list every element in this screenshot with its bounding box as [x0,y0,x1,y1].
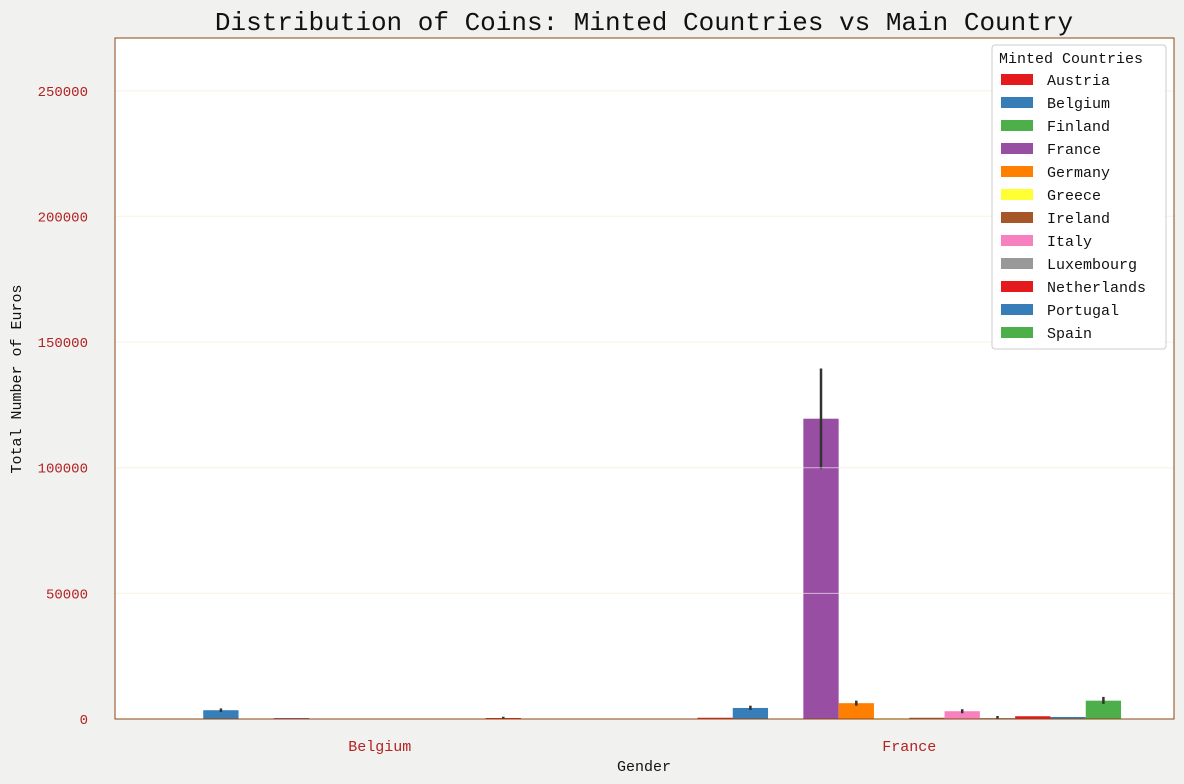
legend-label: Austria [1047,73,1110,90]
bar-belgium-france [732,707,769,719]
legend-swatch [1001,120,1033,131]
x-axis-ticks: Belgium France [348,739,936,756]
bar-belgium-belgium [203,710,239,719]
legend-swatch [1001,304,1033,315]
legend-title: Minted Countries [999,51,1143,68]
legend: Minted Countries Austria Belgium Finland Fr… [991,44,1167,350]
bar-ireland-france [909,717,945,719]
y-tick-label: 200000 [38,210,88,226]
legend-swatch [1001,281,1033,292]
legend-label: Netherlands [1047,280,1146,297]
legend-label: Germany [1047,165,1110,182]
bar-italy-france [944,711,980,719]
legend-label: Portugal [1047,303,1119,320]
legend-label: France [1047,142,1101,159]
bar-germany-france [838,703,874,719]
legend-swatch [1001,327,1033,338]
legend-label: Greece [1047,188,1101,205]
y-tick-label: 0 [80,713,88,729]
legend-swatch [1001,166,1033,177]
bar-netherlands-france [1015,716,1051,719]
legend-box [991,44,1167,350]
legend-swatch [1001,143,1033,154]
bar-spain-france [1085,700,1122,719]
bar-portugal-france [1050,716,1086,719]
legend-swatch [1001,189,1033,200]
y-tick-label: 250000 [38,85,88,101]
legend-label: Finland [1047,119,1110,136]
legend-label: Luxembourg [1047,257,1137,274]
legend-label: Ireland [1047,211,1110,228]
chart-title: Distribution of Coins: Minted Countries … [215,8,1073,38]
y-axis-ticks: 0 50000 100000 150000 200000 250000 [38,85,88,729]
bar-austria-france [697,717,733,719]
y-tick-label: 100000 [38,462,88,478]
x-tick-label: Belgium [348,739,411,756]
y-tick-label: 50000 [46,587,88,603]
legend-swatch [1001,235,1033,246]
y-tick-label: 150000 [38,336,88,352]
legend-swatch [1001,74,1033,85]
legend-swatch [1001,258,1033,269]
legend-swatch [1001,97,1033,108]
y-axis-label: Total Number of Euros [9,284,26,473]
x-tick-label: France [882,739,936,756]
legend-label: Belgium [1047,96,1110,113]
legend-label: Italy [1047,234,1092,251]
legend-swatch [1001,212,1033,223]
plot-frame [114,37,1175,720]
x-axis-label: Gender [617,759,671,776]
bar-france-belgium [273,717,310,719]
legend-label: Spain [1047,326,1092,343]
